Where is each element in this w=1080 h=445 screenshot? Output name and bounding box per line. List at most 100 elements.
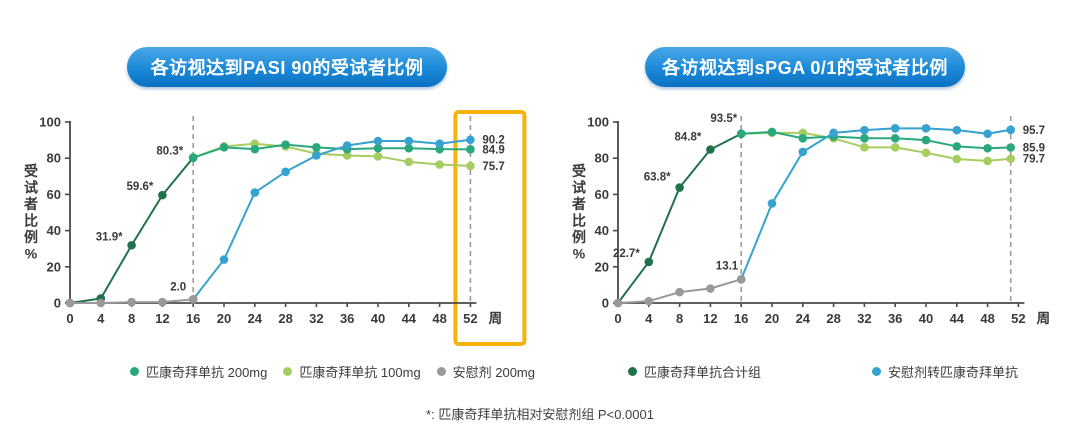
data-point-marker <box>373 152 383 161</box>
data-point-marker <box>373 136 383 146</box>
data-point-marker <box>188 295 198 304</box>
x-tick-label: 12 <box>155 311 169 326</box>
y-tick-label: 100 <box>587 115 609 130</box>
legend-item: 匹康奇拜单抗 100mg <box>283 362 421 381</box>
data-point-marker <box>798 147 808 157</box>
data-point-marker <box>250 188 260 197</box>
end-value-label: 90.2 <box>482 135 504 147</box>
data-point-marker <box>675 287 684 297</box>
x-tick-label: 44 <box>402 311 417 326</box>
data-point-marker <box>767 127 777 137</box>
data-point-marker <box>312 143 321 152</box>
data-point-marker <box>342 141 352 150</box>
series-line <box>192 142 471 167</box>
y-tick-label: 80 <box>47 151 61 166</box>
data-point-marker <box>435 160 444 169</box>
data-point-marker <box>158 297 167 307</box>
end-value-label: 84.9 <box>482 144 504 156</box>
data-point-marker <box>466 135 475 145</box>
pasi90-legend: 匹康奇拜单抗 200mg 匹康奇拜单抗 100mg 安慰剂 200mg <box>130 362 535 381</box>
data-point-marker <box>952 154 962 164</box>
series-line <box>741 131 1011 162</box>
data-point-marker <box>466 161 475 171</box>
data-point-marker <box>952 142 962 151</box>
y-tick-label: 20 <box>47 259 61 274</box>
data-point-marker <box>96 298 106 308</box>
data-point-marker <box>342 151 352 160</box>
y-axis-title-char: 比 <box>24 213 38 229</box>
x-tick-label: 28 <box>826 311 840 326</box>
data-point-marker <box>983 143 992 153</box>
x-tick-label: 20 <box>217 311 231 326</box>
data-point-marker <box>644 257 654 267</box>
legend-label: 安慰剂转匹康奇拜单抗 <box>887 365 1018 380</box>
x-tick-label: 4 <box>97 311 105 326</box>
x-tick-label: 32 <box>857 311 871 326</box>
data-point-marker <box>435 139 444 149</box>
series-line <box>192 138 471 300</box>
point-value-label: 93.5* <box>710 113 737 125</box>
y-axis-title-char: 试 <box>24 180 38 196</box>
point-value-label: 31.9* <box>96 231 123 243</box>
chart-title-spga: 各访视达到sPGA 0/1的受试者比例 <box>645 47 965 87</box>
x-tick-label: 40 <box>919 311 933 326</box>
data-point-marker <box>706 284 715 293</box>
data-point-marker <box>312 151 321 160</box>
x-tick-label: 48 <box>980 311 994 326</box>
y-axis-title-char: 受 <box>572 163 586 179</box>
data-point-marker <box>65 298 75 308</box>
end-value-label: 79.7 <box>1023 154 1045 166</box>
x-tick-label: 44 <box>950 311 965 326</box>
data-point-marker <box>1006 154 1015 164</box>
legend-dot-icon <box>283 367 293 376</box>
data-point-marker <box>860 143 869 152</box>
significance-footnote: *: 匹康奇拜单抗相对安慰剂组 P<0.0001 <box>426 407 654 422</box>
data-point-marker <box>921 148 931 158</box>
data-point-marker <box>404 136 414 146</box>
data-point-marker <box>736 274 746 284</box>
legend-label: 匹康奇拜单抗 200mg <box>146 365 268 380</box>
pasi90-line-chart: 0 20 40 60 80 100 0 4 8 12 16 20 24 28 32 36 40 44 48 52 周受试… <box>5 98 540 354</box>
point-value-label: 80.3* <box>156 146 183 158</box>
data-point-marker <box>983 129 992 139</box>
y-tick-label: 60 <box>595 187 609 202</box>
data-point-marker <box>890 143 900 152</box>
x-tick-label: 52 <box>463 311 477 326</box>
x-tick-label: 16 <box>186 311 200 326</box>
y-axis-title-char: 试 <box>572 180 586 196</box>
data-point-marker <box>250 144 260 154</box>
data-point-marker <box>798 133 808 143</box>
spga-line-chart: 0 20 40 60 80 100 0 4 8 12 16 20 24 28 32 36 40 44 48 52 周受试… <box>553 98 1080 354</box>
x-tick-label: 36 <box>340 311 354 326</box>
end-value-label: 75.7 <box>482 161 504 173</box>
chart-panel-spga: 各访视达到sPGA 0/1的受试者比例 0 20 40 60 80 100 0 4 8 12 16 2… <box>540 0 1080 445</box>
data-point-marker <box>736 129 746 139</box>
data-point-marker <box>706 145 715 154</box>
data-point-marker <box>404 157 414 167</box>
x-tick-label: 48 <box>432 311 446 326</box>
end-value-label: 85.9 <box>1023 143 1045 155</box>
y-axis-title-char: 受 <box>24 163 38 179</box>
point-value-label: 22.7* <box>613 248 640 260</box>
x-tick-label: 0 <box>614 311 621 326</box>
y-tick-label: 20 <box>595 259 609 274</box>
legend-item: 安慰剂 200mg <box>436 362 535 381</box>
legend-dot-icon <box>871 367 881 376</box>
point-value-label: 84.8* <box>675 132 702 144</box>
x-tick-label: 8 <box>128 311 135 326</box>
y-tick-label: 0 <box>54 296 61 311</box>
point-value-label: 63.8* <box>644 172 671 184</box>
chart-panel-pasi90: 各访视达到PASI 90的受试者比例 0 20 40 60 80 100 0 4 8 12 16 20… <box>5 47 540 381</box>
series-line <box>741 130 1011 150</box>
y-axis-title-char: 者 <box>572 196 586 212</box>
data-point-marker <box>281 167 290 177</box>
data-point-marker <box>644 296 654 306</box>
legend-dot-icon <box>628 367 637 376</box>
y-tick-label: 40 <box>595 223 609 238</box>
y-axis-title-char: 例 <box>24 229 38 245</box>
y-tick-label: 40 <box>47 223 61 238</box>
x-tick-label: 8 <box>676 311 683 326</box>
x-tick-label: 12 <box>703 311 717 326</box>
data-point-marker <box>921 124 931 133</box>
